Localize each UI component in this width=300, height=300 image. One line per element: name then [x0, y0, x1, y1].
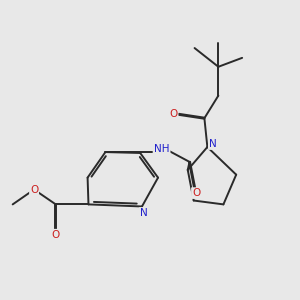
Text: O: O: [192, 188, 200, 198]
Text: O: O: [169, 109, 178, 119]
Text: O: O: [30, 184, 38, 194]
Text: NH: NH: [154, 144, 170, 154]
Text: N: N: [209, 139, 217, 149]
Text: N: N: [140, 208, 147, 218]
Text: O: O: [52, 230, 60, 240]
